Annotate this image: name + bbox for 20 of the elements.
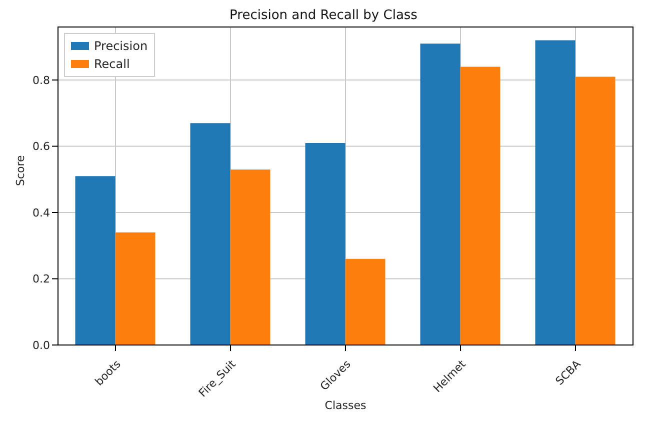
bar: [305, 142, 346, 345]
bar: [345, 258, 386, 345]
y-tick-label: 0.4: [32, 206, 50, 220]
x-axis-title: Classes: [324, 399, 366, 412]
y-tick-label: 0.8: [32, 74, 50, 87]
bar: [190, 123, 230, 345]
bar: [420, 44, 460, 345]
bar: [460, 66, 500, 345]
bar: [75, 176, 116, 345]
y-tick-label: 0.6: [32, 140, 50, 154]
y-tick-label: 0.0: [32, 338, 50, 352]
y-tick-label: 0.2: [32, 272, 50, 286]
y-axis-title: Score: [14, 154, 27, 186]
bar: [230, 169, 270, 345]
legend-label: Recall: [94, 56, 130, 73]
bar: [115, 232, 156, 345]
chart-title: Precision and Recall by Class: [228, 8, 418, 23]
bar: [535, 40, 576, 345]
bar: [575, 76, 616, 345]
legend-label: Precision: [94, 38, 148, 55]
